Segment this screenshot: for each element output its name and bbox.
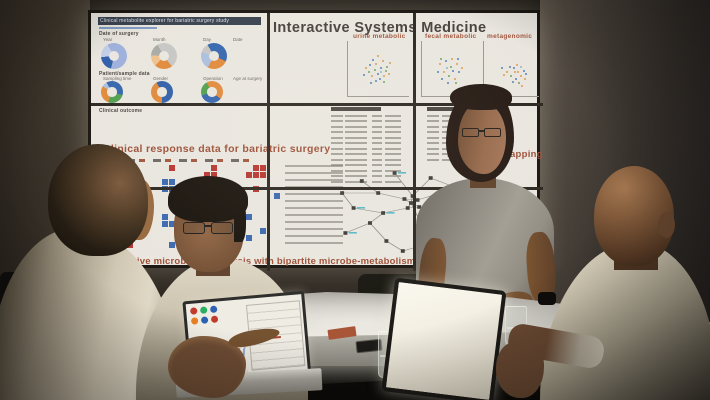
man2-sideburn — [234, 200, 246, 242]
section-clinical-outcome: Clinical outcome — [99, 108, 143, 114]
outcome-histogram-2 — [159, 115, 211, 139]
outcome-histogram-3 — [217, 115, 269, 139]
man3-hand-on-tablet — [496, 342, 544, 398]
laptop-dashboard-donuts — [189, 303, 246, 328]
donut-month-label: Month — [153, 37, 166, 42]
donut-day-chart — [201, 43, 227, 69]
outcome-histogram-4 — [275, 115, 327, 139]
age-histogram — [231, 81, 263, 102]
urine-scatter — [347, 41, 409, 97]
clinical-response-title: Clinical response data for bariatric sur… — [103, 143, 331, 155]
date-histogram — [231, 43, 263, 69]
man1-head — [48, 144, 148, 256]
outcome-histogram-1 — [101, 115, 153, 139]
donut-operation-chart — [201, 81, 223, 103]
donut-month-chart — [151, 43, 177, 69]
presenter-woman-hairline — [450, 84, 512, 110]
presenter-woman-face — [458, 102, 506, 174]
hist-date-label: Date — [233, 37, 243, 42]
wall-bezel-vertical-1 — [267, 13, 270, 271]
donut-year-label: Year — [103, 37, 113, 42]
urine-metabolic-title: urine metabolic — [353, 33, 406, 40]
man3-ear — [658, 212, 675, 238]
tablet-device — [381, 277, 507, 400]
presenter-wristwatch — [538, 292, 556, 305]
ism-histogram-2 — [277, 77, 331, 101]
explorer-subtitle-line — [99, 27, 157, 29]
explorer-title-bar: Clinical metabolite explorer for bariatr… — [98, 17, 261, 25]
presenter-woman-glasses — [461, 128, 503, 138]
man2-glasses — [181, 222, 237, 235]
donut-sampling-chart — [101, 81, 123, 103]
metagenomic-title: metagenomic — [487, 33, 533, 40]
donut-day-label: Day — [203, 37, 212, 42]
donut-sampling-label: Sampling time — [103, 76, 132, 81]
fecal-metabolic-title: fecal metabolic — [425, 33, 477, 40]
donut-year-chart — [101, 43, 127, 69]
ism-histogram-1 — [277, 43, 337, 71]
donut-gender-chart — [151, 81, 173, 103]
